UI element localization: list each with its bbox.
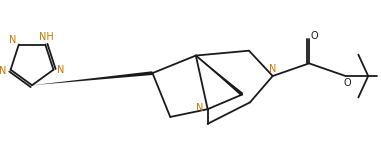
Text: N: N — [9, 35, 16, 45]
Text: N: N — [0, 66, 7, 76]
Text: O: O — [311, 31, 318, 41]
Polygon shape — [32, 71, 153, 85]
Text: O: O — [343, 78, 351, 88]
Text: NH: NH — [38, 32, 53, 42]
Text: N: N — [196, 103, 203, 113]
Polygon shape — [196, 56, 243, 96]
Text: N: N — [269, 64, 276, 74]
Text: N: N — [57, 65, 65, 75]
